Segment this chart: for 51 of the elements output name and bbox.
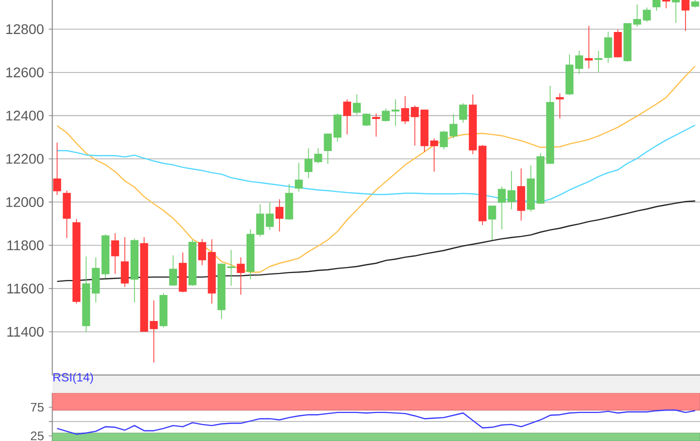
candlestick [691,0,700,8]
candlestick [120,236,129,288]
candlestick [352,94,361,116]
y-tick-label: 12000 [6,197,44,208]
candlestick [53,142,62,196]
candlestick [459,102,468,124]
candlestick [82,256,90,332]
candlestick [401,96,410,124]
candlestick [488,206,496,240]
candlestick [285,184,294,220]
chart-title: RSI(14) [53,372,93,384]
candlestick [517,168,526,222]
candlestick [188,240,196,286]
candlestick [584,26,593,69]
candlestick [672,0,680,24]
candlestick [682,0,690,32]
y-tick-label: 75 [30,402,44,412]
y-tick-label: 12200 [6,154,44,164]
candlestick [604,31,612,64]
candlestick [372,113,380,137]
candlestick [236,257,245,296]
candlestick [111,232,120,274]
candlestick [72,218,80,304]
y-tick-label: 11600 [7,284,44,294]
candlestick [642,7,651,22]
y-tick-label: 12600 [6,67,44,78]
candlestick [362,113,370,126]
candlestick [62,190,71,239]
candlestick [652,0,660,12]
candlestick [130,238,138,303]
candlestick [208,238,216,304]
line-series [56,66,696,273]
candlestick [614,29,622,58]
y-tick-label: 12400 [6,110,44,121]
candlestick [178,252,187,293]
candlestick [662,0,670,9]
candlestick [343,99,352,135]
candlestick [169,254,178,286]
y-tick-label: 25 [30,431,44,440]
candlestick [294,162,303,192]
y-tick-label: 11800 [7,240,44,250]
y-tick-label: 11400 [7,326,44,337]
candlestick [198,238,206,266]
candlestick [266,202,274,230]
candlestick [140,236,148,332]
candlestick [556,92,564,119]
candlestick [594,50,602,73]
candlestick [159,292,168,328]
candlestick [150,300,158,363]
y-tick-label: 12800 [6,24,44,34]
candlestick [276,198,284,232]
